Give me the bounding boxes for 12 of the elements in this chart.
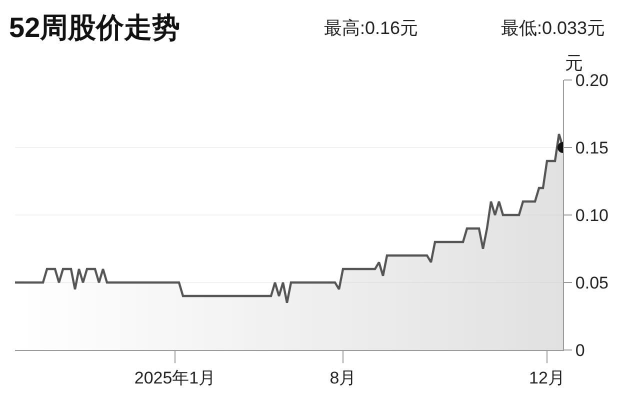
y-tick-label: 0 — [575, 340, 585, 360]
y-tick-label: 0.05 — [575, 273, 608, 292]
x-tick-label: 8月 — [330, 368, 356, 388]
chart-title: 52周股价走势 — [9, 12, 180, 43]
x-tick-label: 12月 — [529, 368, 565, 388]
text: 最低:0.033元 — [501, 18, 606, 38]
y-tick-label: 0.10 — [575, 206, 608, 225]
y-tick-label: 0.20 — [575, 70, 608, 90]
text: 最高:0.16元 — [324, 18, 418, 38]
y-tick-label: 0.15 — [575, 138, 608, 158]
x-tick-label: 2025年1月 — [134, 368, 216, 388]
y-axis-title: 元 — [565, 53, 583, 73]
